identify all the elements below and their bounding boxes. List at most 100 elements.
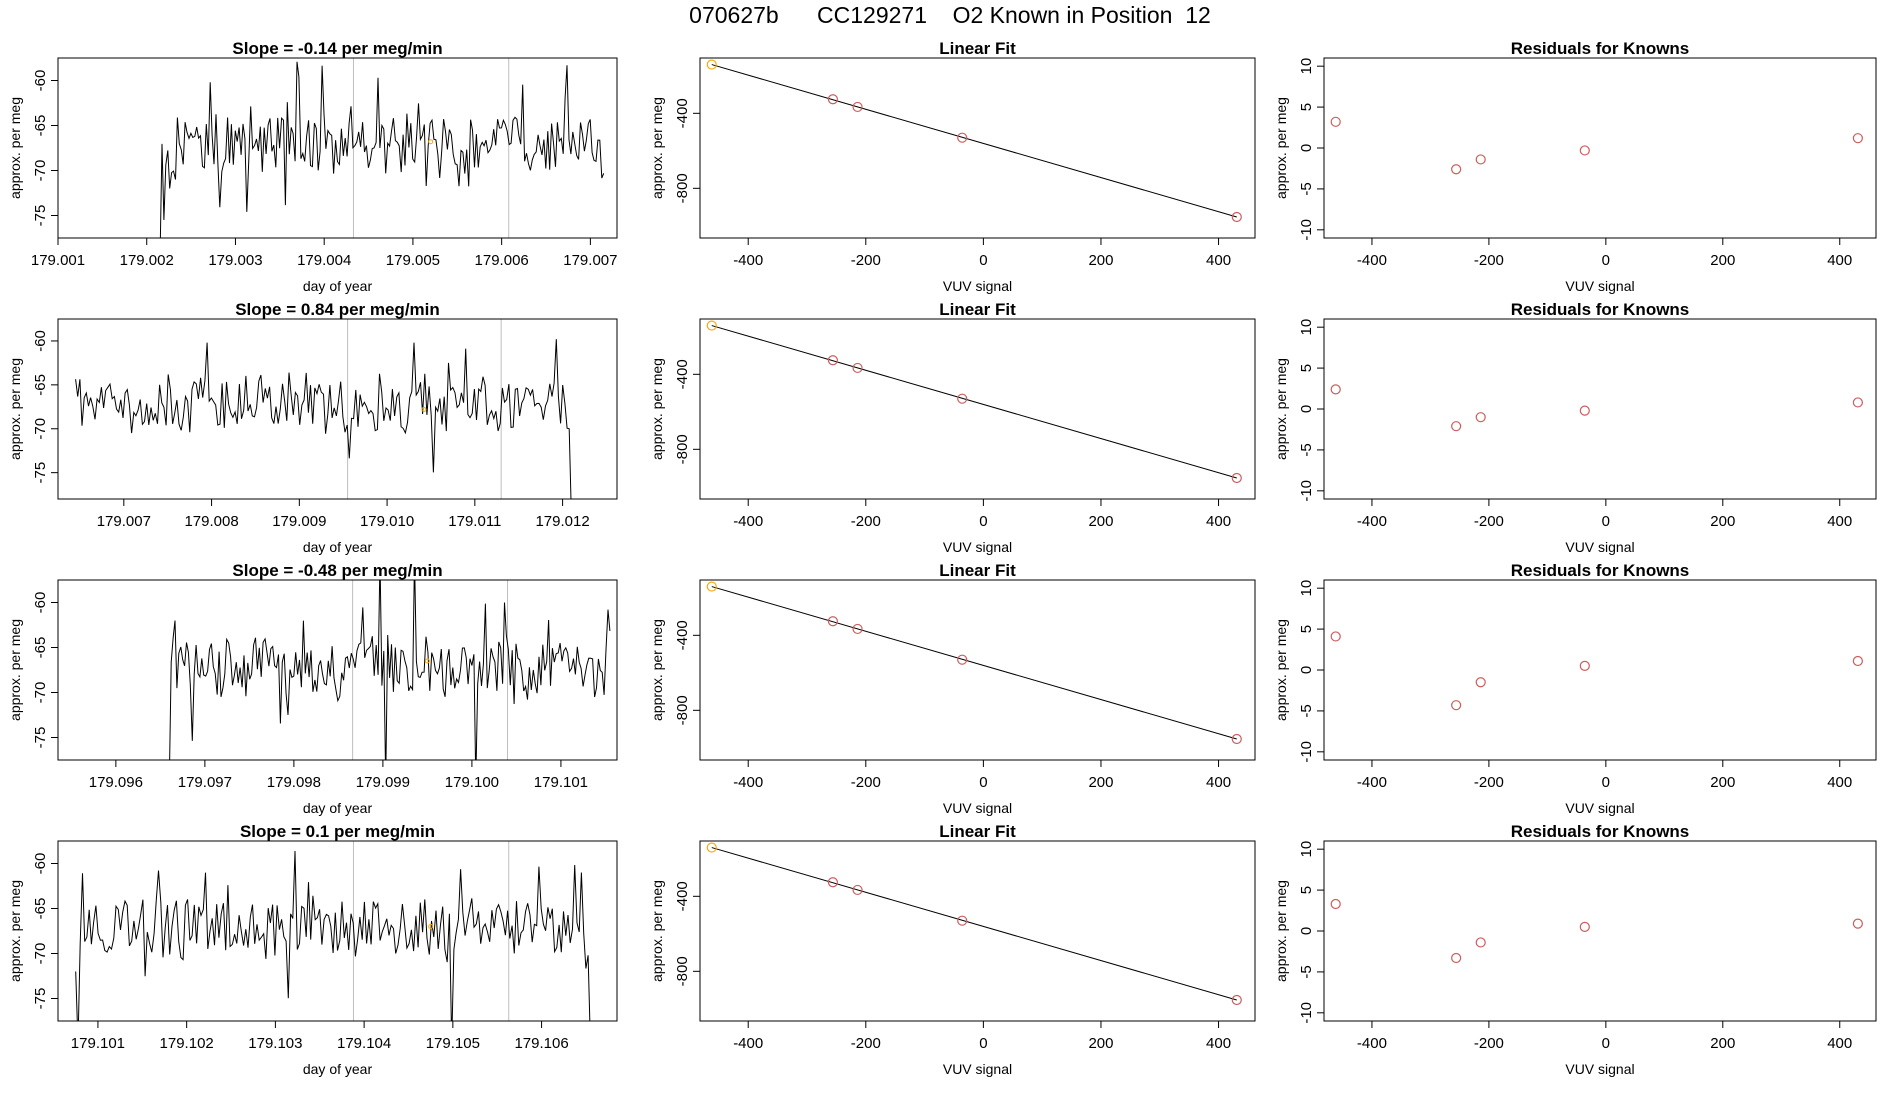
x-tick-label: 179.105 (426, 1035, 480, 1052)
data-point (957, 132, 968, 143)
panel-1-fit: Linear Fit VUV signal approx. per meg -400 -… (649, 39, 1256, 294)
y-tick-label: -800 (674, 695, 691, 725)
y-tick-label: 0 (1298, 405, 1315, 413)
panel-3-fit: Linear Fit VUV signal approx. per meg -400 -… (649, 561, 1256, 816)
data-point (1579, 145, 1590, 156)
y-axis-label: approx. per meg (649, 880, 665, 982)
plot-area (706, 320, 1242, 484)
data-point (852, 101, 863, 113)
x-tick-label: -400 (1357, 1035, 1387, 1052)
x-tick-label: 400 (1827, 774, 1852, 791)
y-tick-label: -60 (32, 70, 49, 92)
fit-line (711, 586, 1237, 740)
x-tick-label: 200 (1088, 513, 1113, 530)
y-tick-label: -75 (32, 727, 49, 749)
plot-frame (699, 579, 1256, 761)
y-tick-label: 0 (1298, 666, 1315, 674)
y-tick-label: 0 (1298, 927, 1315, 935)
x-axis-label: VUV signal (943, 1061, 1012, 1077)
x-tick-label: 179.103 (248, 1035, 302, 1052)
data-point (957, 654, 968, 665)
data-point (1451, 952, 1462, 964)
y-tick-label: -70 (32, 418, 49, 440)
x-tick-label: 179.009 (272, 513, 326, 530)
y-tick-label: -75 (32, 205, 49, 227)
x-tick-label: -200 (1474, 1035, 1504, 1052)
figure-title: 070627b CC129271 O2 Known in Position 12 (689, 2, 1211, 28)
panel-title: Slope = -0.14 per meg/min (232, 39, 442, 58)
data-point (1330, 116, 1341, 127)
data-point (1579, 660, 1590, 672)
x-tick-label: 400 (1206, 252, 1231, 269)
x-tick-label: 179.007 (563, 252, 617, 269)
panel-2-timeseries: Slope = 0.84 per meg/min day of year appro… (7, 300, 618, 555)
y-tick-label: -5 (1298, 443, 1315, 456)
plot-area (159, 58, 605, 238)
data-point (1852, 655, 1863, 667)
x-tick-label: 400 (1206, 1035, 1231, 1052)
plot-area (75, 841, 591, 1021)
plot-frame (699, 318, 1256, 500)
panel-1-residuals: Residuals for Knowns VUV signal approx. pe… (1273, 39, 1877, 294)
data-point (957, 915, 968, 926)
data-point (852, 884, 863, 896)
plot-frame (57, 840, 618, 1022)
y-tick-label: -400 (674, 881, 691, 911)
y-tick-label: 10 (1298, 58, 1315, 75)
y-tick-label: -60 (32, 853, 49, 875)
x-tick-label: 179.099 (356, 774, 410, 791)
data-point (1852, 918, 1863, 929)
y-tick-label: 10 (1298, 319, 1315, 336)
x-tick-label: -200 (1474, 252, 1504, 269)
y-tick-label: -800 (674, 956, 691, 986)
x-axis-label: VUV signal (943, 800, 1012, 816)
x-axis-label: VUV signal (1565, 278, 1634, 294)
y-axis-label: approx. per meg (649, 358, 665, 460)
x-tick-label: 179.100 (445, 774, 499, 791)
data-series-line (159, 61, 605, 238)
plot-frame (1323, 579, 1877, 761)
data-point (706, 842, 717, 853)
x-tick-label: -400 (1357, 513, 1387, 530)
panel-title: Linear Fit (939, 39, 1016, 58)
data-point (1451, 421, 1462, 432)
data-point (1330, 898, 1341, 910)
data-point (827, 877, 838, 888)
data-point (1231, 472, 1242, 484)
x-tick-label: 179.007 (97, 513, 151, 530)
data-point (827, 94, 838, 105)
plot-area (75, 319, 572, 499)
x-tick-label: 179.002 (120, 252, 174, 269)
y-tick-label: -5 (1298, 704, 1315, 717)
y-tick-label: -800 (674, 173, 691, 203)
y-tick-label: -75 (32, 462, 49, 484)
y-tick-label: -10 (1298, 480, 1315, 502)
x-tick-label: 179.102 (160, 1035, 214, 1052)
x-tick-label: 400 (1206, 774, 1231, 791)
panel-4-fit: Linear Fit VUV signal approx. per meg -400 -… (649, 822, 1256, 1077)
panel-title: Slope = -0.48 per meg/min (232, 561, 442, 580)
x-tick-label: 0 (979, 252, 987, 269)
y-tick-label: -65 (32, 637, 49, 659)
x-tick-label: 179.104 (337, 1035, 391, 1052)
y-tick-label: -5 (1298, 182, 1315, 195)
x-axis-label: day of year (303, 800, 373, 816)
x-axis-label: day of year (303, 1061, 373, 1077)
y-tick-label: 5 (1298, 103, 1315, 111)
data-point (1579, 405, 1590, 416)
plot-frame (699, 57, 1256, 239)
y-tick-label: 5 (1298, 886, 1315, 894)
x-tick-label: 0 (1602, 1035, 1610, 1052)
x-axis-label: VUV signal (1565, 800, 1634, 816)
x-tick-label: 179.011 (448, 513, 501, 530)
y-tick-label: -10 (1298, 219, 1315, 241)
data-point (852, 362, 863, 374)
data-point (1475, 154, 1486, 165)
plot-area (1330, 631, 1863, 711)
panel-3-residuals: Residuals for Knowns VUV signal approx. pe… (1273, 561, 1877, 816)
x-tick-label: -200 (851, 774, 881, 791)
x-tick-label: 200 (1088, 252, 1113, 269)
data-point (827, 355, 838, 366)
data-point (706, 320, 717, 331)
